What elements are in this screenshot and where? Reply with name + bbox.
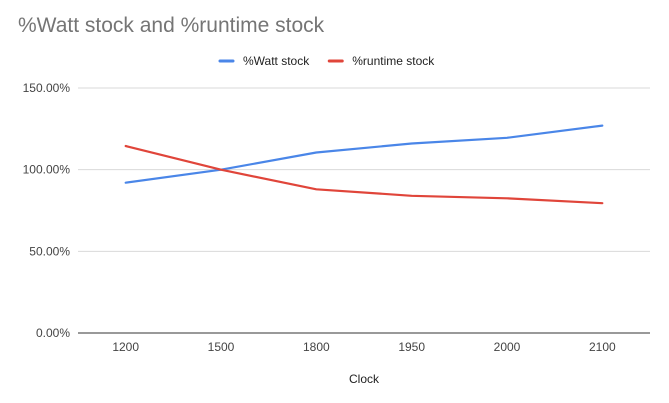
x-tick-label: 1950 bbox=[398, 340, 425, 354]
x-tick-label: 1200 bbox=[112, 340, 139, 354]
x-tick-label: 1800 bbox=[303, 340, 330, 354]
x-tick-label: 1500 bbox=[208, 340, 235, 354]
series-lines bbox=[124, 124, 604, 205]
legend-item[interactable]: %Watt stock bbox=[218, 54, 310, 68]
gridlines bbox=[78, 87, 650, 252]
legend-item[interactable]: %runtime stock bbox=[327, 54, 435, 68]
x-axis-ticks: 1200 1500 1800 1950 2000 2100 bbox=[112, 340, 616, 354]
y-tick-label: 150.00% bbox=[23, 81, 71, 95]
legend: %Watt stock %runtime stock bbox=[218, 54, 435, 68]
y-tick-label: 0.00% bbox=[36, 326, 70, 340]
x-tick-label: 2000 bbox=[494, 340, 521, 354]
series-line bbox=[124, 144, 604, 205]
y-tick-label: 100.00% bbox=[23, 163, 71, 177]
chart-title: %Watt stock and %runtime stock bbox=[18, 14, 325, 37]
series-line bbox=[124, 124, 604, 184]
x-tick-label: 2100 bbox=[589, 340, 616, 354]
legend-label: %runtime stock bbox=[352, 54, 435, 68]
y-tick-label: 50.00% bbox=[29, 244, 70, 258]
legend-label: %Watt stock bbox=[243, 54, 310, 68]
x-axis-title: Clock bbox=[349, 372, 380, 386]
y-axis-ticks: 0.00% 50.00% 100.00% 150.00% bbox=[23, 81, 71, 340]
